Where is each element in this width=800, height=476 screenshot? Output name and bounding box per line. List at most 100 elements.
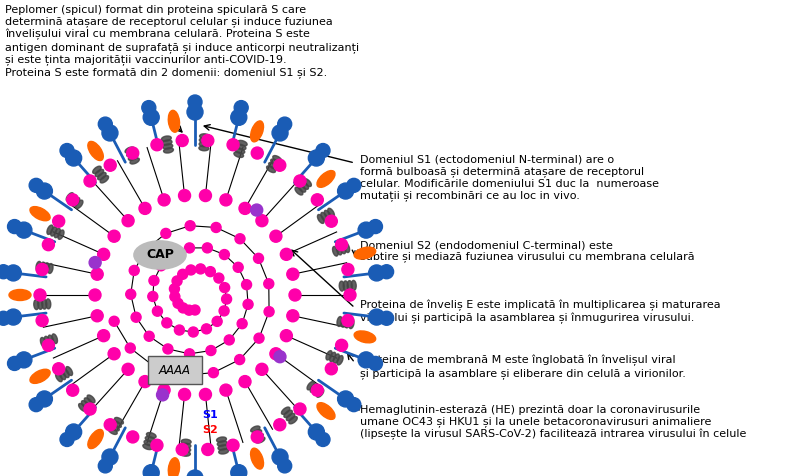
Circle shape bbox=[60, 144, 74, 158]
Circle shape bbox=[358, 352, 374, 368]
Ellipse shape bbox=[273, 156, 282, 162]
Circle shape bbox=[220, 384, 232, 396]
Circle shape bbox=[227, 439, 239, 451]
Text: Hemaglutinin-esterază (HE) prezintă doar la coronavirusurile
umane OC43 și HKU1 : Hemaglutinin-esterază (HE) prezintă doar… bbox=[360, 405, 746, 440]
Circle shape bbox=[16, 222, 32, 238]
Circle shape bbox=[142, 100, 156, 115]
Circle shape bbox=[369, 357, 382, 370]
Circle shape bbox=[206, 267, 215, 277]
Circle shape bbox=[234, 355, 245, 365]
Ellipse shape bbox=[40, 262, 45, 272]
Circle shape bbox=[66, 384, 78, 396]
Circle shape bbox=[143, 109, 159, 125]
Circle shape bbox=[222, 294, 231, 304]
Circle shape bbox=[156, 261, 166, 271]
Ellipse shape bbox=[341, 317, 346, 327]
Ellipse shape bbox=[317, 389, 324, 397]
Circle shape bbox=[98, 117, 112, 131]
Circle shape bbox=[186, 265, 196, 275]
Ellipse shape bbox=[181, 447, 190, 452]
Ellipse shape bbox=[321, 212, 327, 221]
Ellipse shape bbox=[337, 317, 342, 327]
Ellipse shape bbox=[58, 230, 64, 239]
Circle shape bbox=[199, 388, 211, 400]
Ellipse shape bbox=[110, 424, 119, 431]
Circle shape bbox=[148, 291, 158, 301]
Circle shape bbox=[274, 419, 286, 431]
Circle shape bbox=[89, 289, 101, 301]
Circle shape bbox=[308, 424, 324, 440]
FancyBboxPatch shape bbox=[148, 356, 202, 384]
Circle shape bbox=[274, 159, 286, 171]
Ellipse shape bbox=[250, 121, 263, 142]
Circle shape bbox=[66, 424, 82, 440]
Ellipse shape bbox=[50, 227, 57, 236]
Circle shape bbox=[264, 307, 274, 317]
Ellipse shape bbox=[114, 417, 123, 424]
Circle shape bbox=[36, 183, 52, 199]
Ellipse shape bbox=[70, 195, 77, 204]
Circle shape bbox=[338, 183, 354, 199]
Circle shape bbox=[202, 324, 211, 334]
Circle shape bbox=[98, 459, 112, 473]
Ellipse shape bbox=[250, 426, 260, 432]
Circle shape bbox=[161, 228, 171, 238]
Circle shape bbox=[344, 289, 356, 301]
Ellipse shape bbox=[181, 443, 191, 448]
Ellipse shape bbox=[250, 448, 263, 469]
Circle shape bbox=[250, 204, 262, 216]
Ellipse shape bbox=[354, 247, 376, 259]
Circle shape bbox=[184, 305, 194, 315]
Circle shape bbox=[308, 150, 324, 166]
Ellipse shape bbox=[44, 263, 49, 273]
Circle shape bbox=[176, 444, 188, 456]
Circle shape bbox=[227, 139, 239, 151]
Ellipse shape bbox=[55, 373, 62, 382]
Circle shape bbox=[294, 175, 306, 187]
Circle shape bbox=[220, 283, 230, 293]
Ellipse shape bbox=[62, 368, 69, 377]
Circle shape bbox=[256, 363, 268, 375]
Circle shape bbox=[149, 276, 159, 286]
Circle shape bbox=[195, 264, 206, 274]
Circle shape bbox=[280, 330, 292, 342]
Ellipse shape bbox=[289, 416, 298, 424]
Circle shape bbox=[0, 265, 10, 279]
Ellipse shape bbox=[59, 371, 66, 380]
Circle shape bbox=[274, 351, 286, 363]
Circle shape bbox=[130, 266, 139, 276]
Ellipse shape bbox=[217, 437, 226, 442]
Ellipse shape bbox=[343, 281, 348, 291]
Circle shape bbox=[122, 215, 134, 227]
Circle shape bbox=[188, 327, 198, 337]
Ellipse shape bbox=[88, 141, 103, 160]
Circle shape bbox=[336, 339, 348, 351]
Ellipse shape bbox=[349, 319, 354, 328]
Circle shape bbox=[214, 273, 224, 283]
Ellipse shape bbox=[125, 147, 134, 153]
Circle shape bbox=[272, 125, 288, 141]
Circle shape bbox=[230, 465, 246, 476]
Ellipse shape bbox=[317, 403, 335, 419]
Ellipse shape bbox=[199, 146, 209, 151]
Circle shape bbox=[379, 311, 394, 325]
Circle shape bbox=[369, 309, 385, 325]
Circle shape bbox=[158, 384, 170, 396]
Circle shape bbox=[206, 346, 216, 356]
Ellipse shape bbox=[181, 451, 190, 456]
Circle shape bbox=[358, 222, 374, 238]
Ellipse shape bbox=[295, 187, 303, 195]
Circle shape bbox=[287, 310, 299, 322]
Circle shape bbox=[104, 159, 116, 171]
Ellipse shape bbox=[255, 437, 265, 443]
Circle shape bbox=[239, 376, 251, 387]
Circle shape bbox=[219, 306, 229, 316]
Circle shape bbox=[170, 284, 179, 294]
Circle shape bbox=[178, 303, 188, 313]
Circle shape bbox=[29, 178, 43, 192]
Circle shape bbox=[60, 433, 74, 446]
Circle shape bbox=[36, 264, 48, 276]
Ellipse shape bbox=[199, 138, 210, 143]
Circle shape bbox=[278, 117, 292, 131]
Circle shape bbox=[126, 431, 138, 443]
